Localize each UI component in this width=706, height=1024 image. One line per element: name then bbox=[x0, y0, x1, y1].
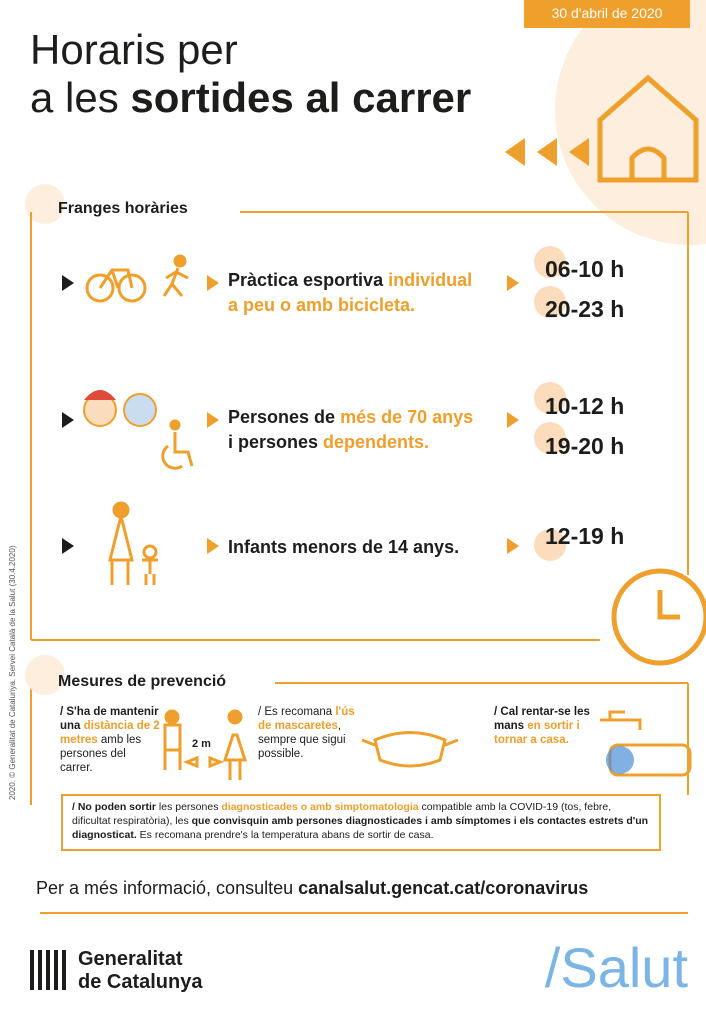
text-run: les persones bbox=[156, 801, 222, 813]
title-line: Horaris per bbox=[30, 26, 238, 73]
text-run: canalsalut.gencat.cat/coronavirus bbox=[298, 878, 589, 898]
row-text: Persones de més de 70 anys i persones dep… bbox=[228, 405, 473, 455]
text-run: distància de 2 metres bbox=[60, 720, 160, 746]
section-heading: Franges horàries bbox=[58, 200, 188, 217]
text-run: sortides al carrer bbox=[130, 74, 472, 121]
info: Per a més informació, consulteu canalsal… bbox=[36, 878, 588, 899]
date: 30 d'abril de 2020 bbox=[551, 5, 663, 21]
logo-text: Generalitat de Catalunya bbox=[78, 948, 202, 994]
text-run: Pràctica esportiva bbox=[228, 270, 389, 290]
section-heading: Mesures de prevenció bbox=[58, 673, 227, 690]
text-run: Persones de bbox=[228, 407, 341, 427]
text-run: diagnosticades o amb simptomatologia bbox=[221, 801, 419, 813]
distance-label: 2 m bbox=[192, 738, 211, 750]
text-run: a les bbox=[30, 74, 131, 121]
title-line: a les sortides al carrer bbox=[30, 74, 471, 122]
credit: 2020. © Generalitat de Catalunya. Servei… bbox=[8, 545, 17, 801]
text-run: Es recomana prendre's la temperatura aba… bbox=[136, 829, 434, 841]
text-run: a peu o amb bicicleta. bbox=[228, 295, 416, 315]
text-run: que convisquin amb persones diagnosticad… bbox=[72, 815, 649, 841]
text-run: compatible amb la COVID-19 (tos, febre, … bbox=[72, 801, 612, 827]
prevention-item: / Es recomana l'ús de mascaretes, sempre… bbox=[258, 705, 368, 761]
logo-line: de Catalunya bbox=[78, 971, 203, 993]
text-run: / No poden sortir bbox=[72, 801, 156, 813]
text-run: i persones bbox=[228, 432, 324, 452]
text-run: més de 70 anys bbox=[340, 407, 474, 427]
text-run: / Cal rentar-se les mans bbox=[494, 706, 590, 732]
time: 10-12 h bbox=[545, 393, 625, 419]
prevention-item: / S'ha de mantenir una distància de 2 me… bbox=[60, 705, 160, 775]
note: / No poden sortir les persones diagnosti… bbox=[72, 800, 650, 842]
time: 19-20 h bbox=[545, 433, 625, 459]
row-line: Pràctica esportiva individual bbox=[228, 268, 472, 293]
text-run: , sempre que sigui possible. bbox=[258, 720, 346, 760]
row-text: Pràctica esportiva individual a peu o amb… bbox=[228, 268, 472, 318]
logo-line: Generalitat bbox=[78, 948, 183, 970]
text-run: / Es recomana bbox=[258, 706, 336, 718]
time: 06-10 h bbox=[545, 256, 625, 282]
row-line: i persones dependents. bbox=[228, 430, 473, 455]
title: Horaris per a les sortides al carrer bbox=[30, 26, 471, 122]
text-run: Per a més informació, consulteu bbox=[36, 878, 299, 898]
text-run: l'ús de mascaretes bbox=[258, 706, 355, 732]
text-run: / S'ha de mantenir una bbox=[60, 706, 159, 732]
text-run: en sortir i tornar a casa. bbox=[494, 720, 580, 746]
row-line: a peu o amb bicicleta. bbox=[228, 293, 472, 318]
time: 20-23 h bbox=[545, 296, 625, 322]
brand: /Salut bbox=[544, 936, 688, 999]
row-line: Infants menors de 14 anys. bbox=[228, 535, 459, 560]
text-run: individual bbox=[388, 270, 473, 290]
prevention-item: / Cal rentar-se les mans en sortir i tor… bbox=[494, 705, 604, 747]
text-run: amb les persones del carrer. bbox=[60, 734, 142, 774]
row-text: Infants menors de 14 anys. bbox=[228, 535, 459, 560]
text-run: Infants menors de 14 anys. bbox=[228, 537, 460, 557]
row-line: Persones de més de 70 anys bbox=[228, 405, 473, 430]
time: 12-19 h bbox=[545, 523, 625, 549]
text-run: dependents. bbox=[323, 432, 430, 452]
